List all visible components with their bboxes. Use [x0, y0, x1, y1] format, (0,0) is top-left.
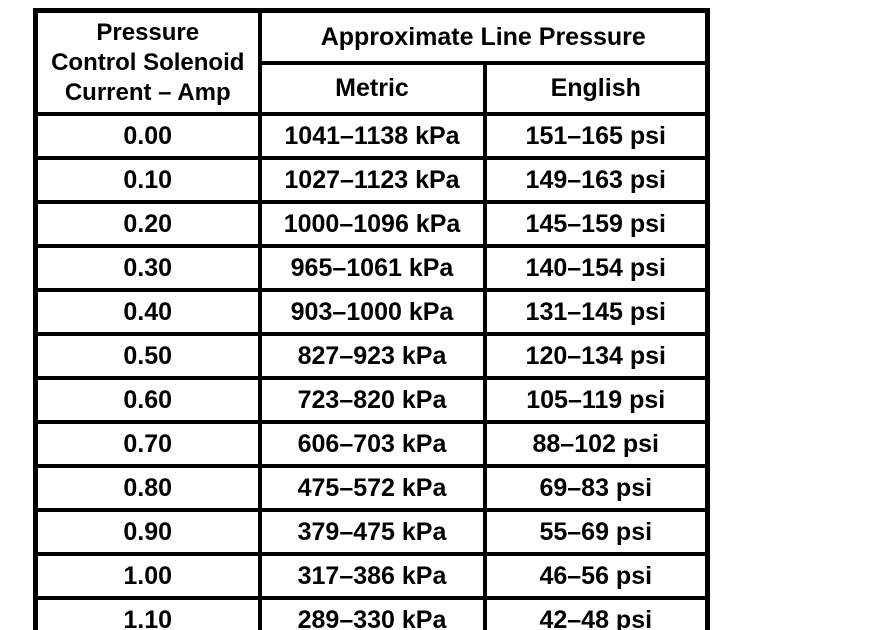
header-line-1: Pressure: [96, 18, 200, 46]
metric-value: 475–572 kPa: [257, 464, 487, 512]
table-row: 1.00 317–386 kPa 46–56 psi: [33, 552, 710, 600]
table-row: 0.30 965–1061 kPa 140–154 psi: [33, 244, 710, 292]
header-line-2: Control Solenoid: [51, 48, 245, 76]
metric-value: 289–330 kPa: [257, 596, 487, 630]
english-value: 42–48 psi: [482, 596, 710, 630]
pressure-control-solenoid-table: Pressure Control Solenoid Current – Amp …: [33, 8, 710, 630]
table-row: 0.10 1027–1123 kPa 149–163 psi: [33, 156, 710, 204]
metric-value: 965–1061 kPa: [257, 244, 487, 292]
table-row: 0.00 1041–1138 kPa 151–165 psi: [33, 112, 710, 160]
english-value: 145–159 psi: [482, 200, 710, 248]
amp-value: 0.50: [33, 332, 262, 380]
amp-value: 0.60: [33, 376, 262, 424]
metric-value: 1000–1096 kPa: [257, 200, 487, 248]
english-value: 140–154 psi: [482, 244, 710, 292]
english-value: 149–163 psi: [482, 156, 710, 204]
metric-value: 827–923 kPa: [257, 332, 487, 380]
column-header-english: English: [482, 61, 710, 116]
table-row: 1.10 289–330 kPa 42–48 psi: [33, 596, 710, 630]
amp-value: 0.80: [33, 464, 262, 512]
column-group-header-line-pressure: Approximate Line Pressure: [257, 8, 710, 65]
metric-value: 903–1000 kPa: [257, 288, 487, 336]
metric-value: 1027–1123 kPa: [257, 156, 487, 204]
english-value: 131–145 psi: [482, 288, 710, 336]
metric-value: 723–820 kPa: [257, 376, 487, 424]
table-row: 0.70 606–703 kPa 88–102 psi: [33, 420, 710, 468]
header-line-3: Current – Amp: [64, 78, 231, 106]
table-row: 0.20 1000–1096 kPa 145–159 psi: [33, 200, 710, 248]
english-value: 120–134 psi: [482, 332, 710, 380]
column-header-solenoid-current: Pressure Control Solenoid Current – Amp: [33, 8, 262, 116]
english-value: 46–56 psi: [482, 552, 710, 600]
english-value: 69–83 psi: [482, 464, 710, 512]
amp-value: 0.00: [33, 112, 262, 160]
amp-value: 0.40: [33, 288, 262, 336]
column-header-metric: Metric: [257, 61, 487, 116]
english-value: 55–69 psi: [482, 508, 710, 556]
amp-value: 1.00: [33, 552, 262, 600]
table-row: 0.80 475–572 kPa 69–83 psi: [33, 464, 710, 512]
amp-value: 0.10: [33, 156, 262, 204]
amp-value: 0.20: [33, 200, 262, 248]
metric-value: 606–703 kPa: [257, 420, 487, 468]
english-value: 88–102 psi: [482, 420, 710, 468]
english-value: 105–119 psi: [482, 376, 710, 424]
amp-value: 1.10: [33, 596, 262, 630]
table-row: 0.90 379–475 kPa 55–69 psi: [33, 508, 710, 556]
header-row-units: Metric English: [36, 61, 710, 116]
metric-value: 379–475 kPa: [257, 508, 487, 556]
amp-value: 0.30: [33, 244, 262, 292]
table-row: 0.50 827–923 kPa 120–134 psi: [33, 332, 710, 380]
table-row: 0.40 903–1000 kPa 131–145 psi: [33, 288, 710, 336]
metric-value: 317–386 kPa: [257, 552, 487, 600]
amp-value: 0.70: [33, 420, 262, 468]
table-row: 0.60 723–820 kPa 105–119 psi: [33, 376, 710, 424]
amp-value: 0.90: [33, 508, 262, 556]
metric-value: 1041–1138 kPa: [257, 112, 487, 160]
header-row-group: Pressure Control Solenoid Current – Amp …: [33, 8, 710, 116]
english-value: 151–165 psi: [482, 112, 710, 160]
